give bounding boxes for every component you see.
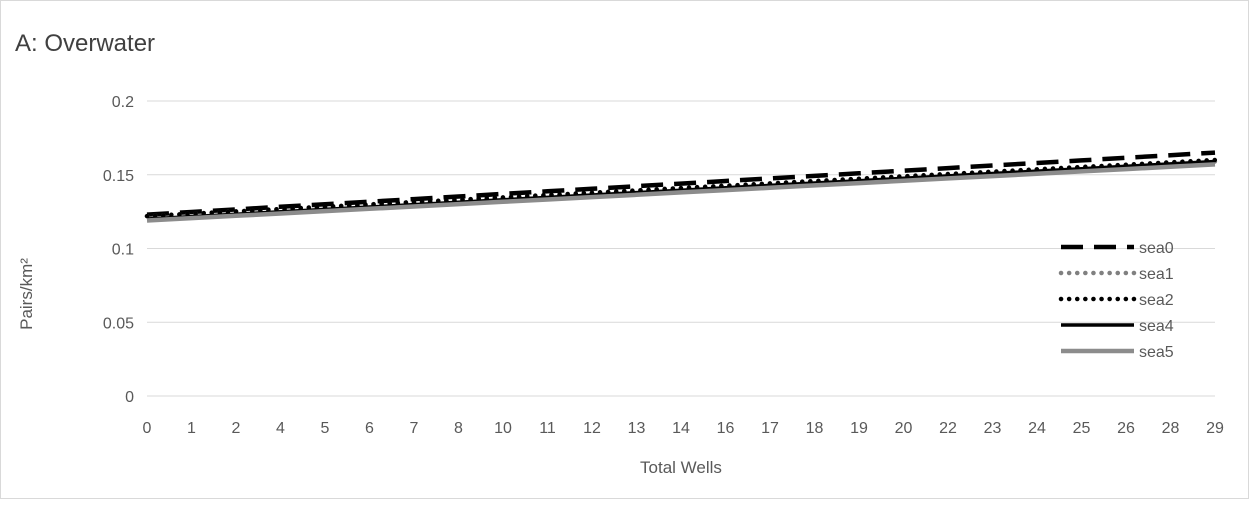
x-tick-label: 11 xyxy=(539,420,556,437)
x-tick-label: 2 xyxy=(232,420,241,437)
x-tick-label: 20 xyxy=(895,420,913,437)
x-tick-label: 5 xyxy=(321,420,330,437)
x-tick-label: 13 xyxy=(628,420,646,437)
x-tick-label: 24 xyxy=(1028,420,1046,437)
x-tick-label: 23 xyxy=(984,420,1002,437)
legend-label-sea5: sea5 xyxy=(1139,344,1174,361)
x-axis-ticks: 0 1 2 4 5 6 7 8 10 11 12 13 14 16 17 18 19 20 22 23 24 25 26 28… xyxy=(143,420,1224,437)
y-tick-label: 0.1 xyxy=(112,242,134,259)
legend-label-sea0: sea0 xyxy=(1139,240,1174,257)
x-tick-label: 22 xyxy=(939,420,957,437)
series-line-sea5 xyxy=(146,162,1216,223)
y-axis-ticks: 0 0.05 0.1 0.15 0.2 xyxy=(103,94,134,406)
x-tick-label: 19 xyxy=(850,420,868,437)
legend-label-sea1: sea1 xyxy=(1139,266,1174,283)
gridlines xyxy=(147,100,1215,397)
chart-title: A: Overwater xyxy=(15,30,155,57)
x-tick-label: 10 xyxy=(494,420,512,437)
x-tick-label: 4 xyxy=(276,420,285,437)
legend-label-sea4: sea4 xyxy=(1139,318,1174,335)
x-tick-label: 0 xyxy=(143,420,152,437)
x-tick-label: 7 xyxy=(410,420,419,437)
x-tick-label: 1 xyxy=(187,420,196,437)
x-tick-label: 14 xyxy=(672,420,690,437)
series-line-sea0 xyxy=(146,150,1216,217)
series-line-sea2 xyxy=(144,157,1218,219)
y-tick-label: 0 xyxy=(125,389,134,406)
x-tick-label: 26 xyxy=(1117,420,1135,437)
series-lines xyxy=(144,150,1218,223)
x-tick-label: 6 xyxy=(365,420,374,437)
x-tick-label: 29 xyxy=(1206,420,1224,437)
y-tick-label: 0.2 xyxy=(112,94,134,111)
x-tick-label: 8 xyxy=(454,420,463,437)
legend: sea0 sea1 sea2 sea4 sea5 xyxy=(1058,240,1174,361)
y-tick-label: 0.15 xyxy=(103,168,134,185)
legend-label-sea2: sea2 xyxy=(1139,292,1174,309)
x-tick-label: 28 xyxy=(1162,420,1180,437)
y-tick-label: 0.05 xyxy=(103,315,134,332)
x-tick-label: 12 xyxy=(583,420,601,437)
x-tick-label: 25 xyxy=(1073,420,1091,437)
x-tick-label: 17 xyxy=(761,420,779,437)
x-tick-label: 16 xyxy=(717,420,735,437)
x-axis-title: Total Wells xyxy=(640,458,722,477)
y-axis-title: Pairs/km² xyxy=(17,258,36,330)
x-tick-label: 18 xyxy=(806,420,824,437)
